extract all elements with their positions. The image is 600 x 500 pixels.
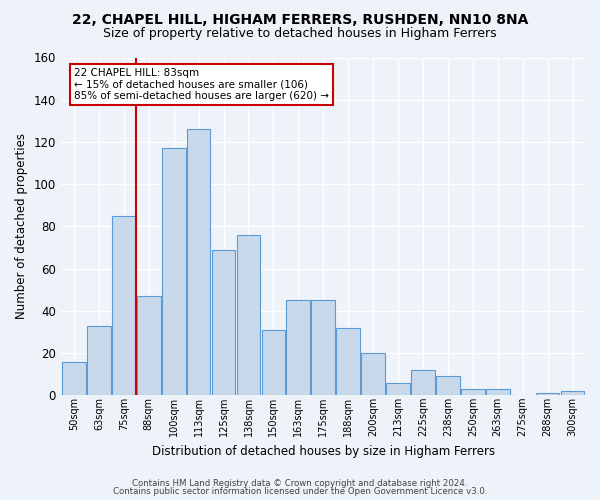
Bar — [112, 216, 136, 396]
Bar — [162, 148, 185, 396]
Bar — [361, 353, 385, 396]
Text: Contains public sector information licensed under the Open Government Licence v3: Contains public sector information licen… — [113, 487, 487, 496]
Bar — [212, 250, 235, 396]
X-axis label: Distribution of detached houses by size in Higham Ferrers: Distribution of detached houses by size … — [152, 444, 495, 458]
Text: Contains HM Land Registry data © Crown copyright and database right 2024.: Contains HM Land Registry data © Crown c… — [132, 478, 468, 488]
Text: 22 CHAPEL HILL: 83sqm
← 15% of detached houses are smaller (106)
85% of semi-det: 22 CHAPEL HILL: 83sqm ← 15% of detached … — [74, 68, 329, 102]
Bar — [62, 362, 86, 396]
Bar — [262, 330, 285, 396]
Bar — [436, 376, 460, 396]
Bar — [87, 326, 111, 396]
Bar — [461, 389, 485, 396]
Bar — [311, 300, 335, 396]
Bar — [411, 370, 435, 396]
Bar — [286, 300, 310, 396]
Bar — [486, 389, 509, 396]
Bar — [137, 296, 161, 396]
Bar — [236, 235, 260, 396]
Y-axis label: Number of detached properties: Number of detached properties — [15, 134, 28, 320]
Bar — [560, 391, 584, 396]
Bar — [187, 130, 211, 396]
Text: 22, CHAPEL HILL, HIGHAM FERRERS, RUSHDEN, NN10 8NA: 22, CHAPEL HILL, HIGHAM FERRERS, RUSHDEN… — [72, 12, 528, 26]
Bar — [386, 382, 410, 396]
Text: Size of property relative to detached houses in Higham Ferrers: Size of property relative to detached ho… — [103, 28, 497, 40]
Bar — [337, 328, 360, 396]
Bar — [536, 393, 559, 396]
